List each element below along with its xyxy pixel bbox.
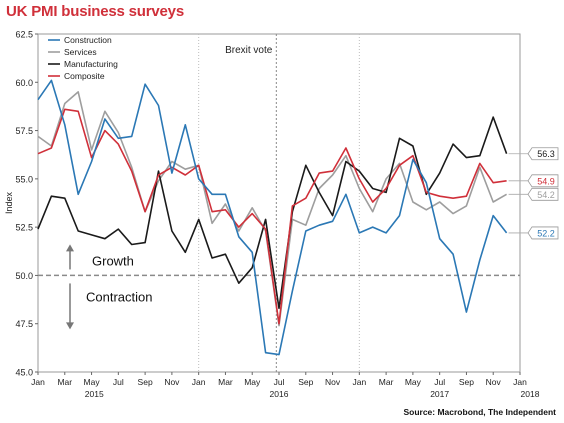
end-value-label-construction: 52.2 bbox=[537, 228, 555, 238]
y-tick-label: 57.5 bbox=[15, 126, 33, 136]
x-tick-label: May bbox=[84, 377, 101, 387]
y-tick-label: 47.5 bbox=[15, 319, 33, 329]
x-tick-label: Mar bbox=[379, 377, 394, 387]
end-label-box bbox=[527, 174, 559, 188]
x-tick-label: Nov bbox=[325, 377, 341, 387]
x-tick-label: Jan bbox=[513, 377, 527, 387]
end-value-label-manufacturing: 56.3 bbox=[537, 149, 555, 159]
end-label-box bbox=[527, 147, 559, 161]
x-tick-label: Mar bbox=[218, 377, 233, 387]
x-tick-label: Sep bbox=[459, 377, 474, 387]
x-tick-label: Jan bbox=[31, 377, 45, 387]
contraction-arrow-head bbox=[66, 322, 74, 330]
end-value-label-composite: 54.9 bbox=[537, 176, 555, 186]
x-tick-label: Jul bbox=[274, 377, 285, 387]
contraction-label: Contraction bbox=[86, 289, 152, 304]
growth-label: Growth bbox=[92, 253, 134, 268]
y-axis-label: Index bbox=[4, 191, 14, 214]
x-tick-label: Jul bbox=[434, 377, 445, 387]
y-tick-label: 62.5 bbox=[15, 30, 33, 40]
x-tick-label: Nov bbox=[486, 377, 502, 387]
y-tick-label: 60.0 bbox=[15, 78, 33, 88]
legend-label-manufacturing: Manufacturing bbox=[64, 59, 118, 69]
chart-title: UK PMI business surveys bbox=[6, 3, 184, 20]
series-line-construction bbox=[37, 79, 508, 356]
x-year-label: 2016 bbox=[270, 389, 289, 399]
x-tick-label: Mar bbox=[57, 377, 72, 387]
growth-arrow-head bbox=[66, 244, 74, 252]
y-tick-label: 50.0 bbox=[15, 271, 33, 281]
x-tick-label: Jul bbox=[113, 377, 124, 387]
brexit-vote-label: Brexit vote bbox=[225, 45, 273, 56]
x-tick-label: Jan bbox=[352, 377, 366, 387]
legend-label-composite: Composite bbox=[64, 71, 105, 81]
end-value-label-services: 54.2 bbox=[537, 190, 555, 200]
x-tick-label: Sep bbox=[298, 377, 313, 387]
x-year-label: 2017 bbox=[430, 389, 449, 399]
source-note: Source: Macrobond, The Independent bbox=[403, 407, 556, 417]
x-year-label: 2018 bbox=[521, 389, 540, 399]
x-tick-label: May bbox=[244, 377, 261, 387]
x-tick-label: Nov bbox=[164, 377, 180, 387]
y-tick-label: 45.0 bbox=[15, 368, 33, 378]
y-tick-label: 52.5 bbox=[15, 223, 33, 233]
x-tick-label: May bbox=[405, 377, 422, 387]
legend-label-construction: Construction bbox=[64, 35, 112, 45]
end-label-box bbox=[527, 187, 559, 201]
y-tick-label: 55.0 bbox=[15, 174, 33, 184]
x-tick-label: Jan bbox=[192, 377, 206, 387]
x-year-label: 2015 bbox=[85, 389, 104, 399]
x-tick-label: Sep bbox=[138, 377, 153, 387]
end-label-box bbox=[527, 226, 559, 240]
legend-label-services: Services bbox=[64, 47, 97, 57]
